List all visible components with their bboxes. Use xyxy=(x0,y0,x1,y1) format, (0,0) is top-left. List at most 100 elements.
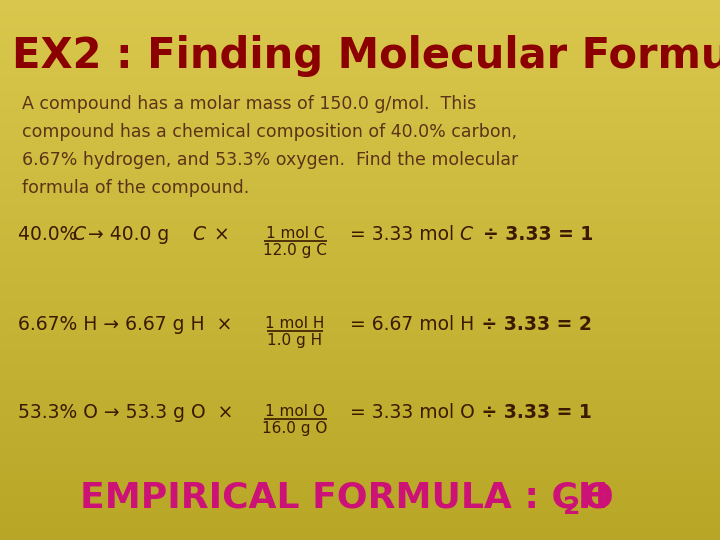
Text: 2: 2 xyxy=(563,495,580,519)
Bar xyxy=(0,38,720,43)
Bar xyxy=(0,211,720,216)
Bar xyxy=(0,378,720,383)
Bar xyxy=(0,518,720,524)
Text: 6.67% hydrogen, and 53.3% oxygen.  Find the molecular: 6.67% hydrogen, and 53.3% oxygen. Find t… xyxy=(22,151,518,169)
Bar xyxy=(0,275,720,281)
Text: EMPIRICAL FORMULA : CH: EMPIRICAL FORMULA : CH xyxy=(80,481,608,515)
Bar xyxy=(0,243,720,248)
Bar xyxy=(0,151,720,157)
Bar xyxy=(0,373,720,378)
Bar xyxy=(0,470,720,475)
Text: 16.0 g O: 16.0 g O xyxy=(262,421,328,436)
Bar xyxy=(0,0,720,5)
Bar xyxy=(0,27,720,32)
Text: EX2 : Finding Molecular Formulas: EX2 : Finding Molecular Formulas xyxy=(12,35,720,77)
Bar xyxy=(0,346,720,351)
Bar xyxy=(0,43,720,49)
Text: 1 mol O: 1 mol O xyxy=(265,404,325,419)
Bar xyxy=(0,297,720,302)
Bar xyxy=(0,356,720,362)
Bar xyxy=(0,97,720,103)
Text: C: C xyxy=(192,226,205,245)
Bar xyxy=(0,427,720,432)
Bar xyxy=(0,286,720,292)
Bar xyxy=(0,124,720,130)
Bar xyxy=(0,497,720,502)
Bar xyxy=(0,508,720,513)
Text: = 6.67 mol H: = 6.67 mol H xyxy=(350,315,474,334)
Bar xyxy=(0,270,720,275)
Bar xyxy=(0,157,720,162)
Bar xyxy=(0,308,720,313)
Bar xyxy=(0,491,720,497)
Text: ÷ 3.33 = 2: ÷ 3.33 = 2 xyxy=(475,315,592,334)
Bar xyxy=(0,221,720,227)
Text: ÷ 3.33 = 1: ÷ 3.33 = 1 xyxy=(470,226,593,245)
Bar xyxy=(0,324,720,329)
Text: 1.0 g H: 1.0 g H xyxy=(267,333,323,348)
Bar xyxy=(0,383,720,389)
Text: = 3.33 mol O: = 3.33 mol O xyxy=(350,403,474,422)
Text: 12.0 g C: 12.0 g C xyxy=(263,243,327,258)
Text: A compound has a molar mass of 150.0 g/mol.  This: A compound has a molar mass of 150.0 g/m… xyxy=(22,95,476,113)
Bar xyxy=(0,194,720,200)
Bar xyxy=(0,108,720,113)
Bar xyxy=(0,178,720,184)
Text: compound has a chemical composition of 40.0% carbon,: compound has a chemical composition of 4… xyxy=(22,123,517,141)
Bar xyxy=(0,92,720,97)
Bar xyxy=(0,11,720,16)
Bar xyxy=(0,259,720,265)
Bar xyxy=(0,65,720,70)
Text: C: C xyxy=(72,226,85,245)
Bar xyxy=(0,281,720,286)
Bar xyxy=(0,86,720,92)
Bar xyxy=(0,146,720,151)
Bar xyxy=(0,448,720,454)
Bar xyxy=(0,400,720,405)
Bar xyxy=(0,265,720,270)
Bar xyxy=(0,481,720,486)
Bar xyxy=(0,394,720,400)
Bar xyxy=(0,313,720,319)
Bar xyxy=(0,130,720,135)
Text: ×: × xyxy=(202,226,230,245)
Bar xyxy=(0,76,720,81)
Bar xyxy=(0,32,720,38)
Text: 53.3% O → 53.3 g O  ×: 53.3% O → 53.3 g O × xyxy=(18,403,233,422)
Text: 6.67% H → 6.67 g H  ×: 6.67% H → 6.67 g H × xyxy=(18,315,233,334)
Text: = 3.33 mol: = 3.33 mol xyxy=(350,226,460,245)
Bar xyxy=(0,167,720,173)
Text: formula of the compound.: formula of the compound. xyxy=(22,179,249,197)
Bar xyxy=(0,59,720,65)
Bar xyxy=(0,421,720,427)
Bar xyxy=(0,22,720,27)
Bar xyxy=(0,329,720,335)
Bar xyxy=(0,405,720,410)
Bar xyxy=(0,254,720,259)
Bar xyxy=(0,362,720,367)
Text: ÷ 3.33 = 1: ÷ 3.33 = 1 xyxy=(475,403,592,422)
Bar xyxy=(0,216,720,221)
Bar xyxy=(0,302,720,308)
Bar xyxy=(0,367,720,373)
Text: → 40.0 g: → 40.0 g xyxy=(82,226,175,245)
Bar xyxy=(0,81,720,86)
Bar xyxy=(0,16,720,22)
Bar xyxy=(0,140,720,146)
Bar xyxy=(0,351,720,356)
Text: 1 mol H: 1 mol H xyxy=(265,316,325,331)
Bar xyxy=(0,119,720,124)
Bar xyxy=(0,416,720,421)
Bar xyxy=(0,437,720,443)
Bar xyxy=(0,238,720,243)
Bar xyxy=(0,340,720,346)
Bar xyxy=(0,335,720,340)
Bar xyxy=(0,432,720,437)
Bar xyxy=(0,475,720,481)
Bar xyxy=(0,524,720,529)
Bar xyxy=(0,535,720,540)
Bar xyxy=(0,319,720,324)
Bar xyxy=(0,292,720,297)
Bar xyxy=(0,410,720,416)
Bar xyxy=(0,162,720,167)
